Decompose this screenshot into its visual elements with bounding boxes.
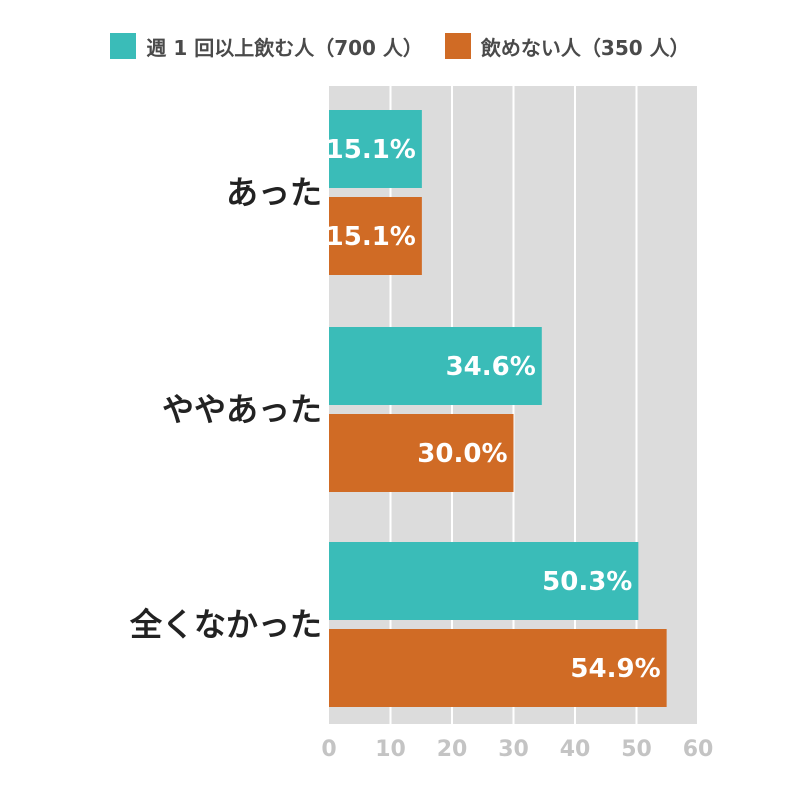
bar-value-label: 50.3%	[542, 567, 632, 597]
x-tick-label: 50	[621, 737, 652, 762]
bar-value-label: 30.0%	[417, 439, 507, 469]
legend-swatch-weekly	[110, 33, 137, 59]
x-tick-label: 0	[321, 737, 336, 762]
bar-non-drinker	[329, 197, 422, 275]
bar-non-drinker	[329, 629, 667, 707]
bar-value-label: 54.9%	[570, 654, 660, 684]
legend: 週 1 回以上飲む人（700 人） 飲めない人（350 人）	[0, 26, 800, 66]
legend-item-non-drinker: 飲めない人（350 人）	[444, 32, 690, 61]
legend-item-weekly: 週 1 回以上飲む人（700 人）	[110, 32, 423, 61]
bar-value-label: 15.1%	[326, 222, 416, 252]
x-tick-label: 20	[437, 737, 468, 762]
x-tick-label: 10	[375, 737, 406, 762]
bar-weekly	[329, 327, 542, 405]
legend-label-weekly: 週 1 回以上飲む人（700 人）	[146, 35, 423, 60]
bar-non-drinker	[329, 414, 514, 492]
legend-swatch-non-drinker	[444, 33, 471, 59]
bar-weekly	[329, 110, 422, 188]
category-label: ややあった	[162, 391, 322, 429]
legend-label-non-drinker: 飲めない人（350 人）	[480, 35, 690, 60]
x-tick-label: 40	[560, 737, 591, 762]
bar-value-label: 15.1%	[326, 135, 416, 165]
bar-weekly	[329, 542, 639, 620]
x-tick-label: 30	[498, 737, 529, 762]
category-label: 全くなかった	[129, 606, 322, 644]
bar-value-label: 34.6%	[446, 352, 536, 382]
category-label: あった	[226, 174, 322, 212]
x-tick-label: 60	[683, 737, 714, 762]
